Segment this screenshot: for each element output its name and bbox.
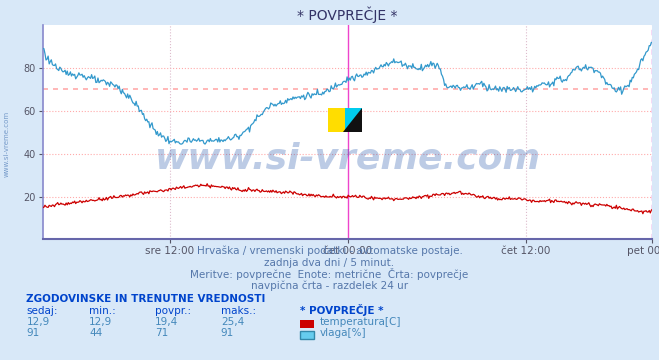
Text: povpr.:: povpr.: (155, 306, 191, 316)
Text: 12,9: 12,9 (26, 317, 49, 327)
Text: maks.:: maks.: (221, 306, 256, 316)
Text: 91: 91 (26, 328, 40, 338)
Text: www.si-vreme.com: www.si-vreme.com (3, 111, 10, 177)
Text: ZGODOVINSKE IN TRENUTNE VREDNOSTI: ZGODOVINSKE IN TRENUTNE VREDNOSTI (26, 294, 266, 304)
Text: 91: 91 (221, 328, 234, 338)
Text: sedaj:: sedaj: (26, 306, 58, 316)
Text: temperatura[C]: temperatura[C] (320, 317, 401, 327)
Text: 44: 44 (89, 328, 102, 338)
Text: 71: 71 (155, 328, 168, 338)
Text: vlaga[%]: vlaga[%] (320, 328, 366, 338)
Bar (328, 108, 345, 132)
Polygon shape (343, 108, 362, 132)
Text: * POVPREČJE *: * POVPREČJE * (300, 304, 384, 316)
Text: Meritve: povprečne  Enote: metrične  Črta: povprečje: Meritve: povprečne Enote: metrične Črta:… (190, 268, 469, 280)
Text: 25,4: 25,4 (221, 317, 244, 327)
Text: zadnja dva dni / 5 minut.: zadnja dva dni / 5 minut. (264, 258, 395, 268)
Text: navpična črta - razdelek 24 ur: navpična črta - razdelek 24 ur (251, 281, 408, 292)
Title: * POVPREČJE *: * POVPREČJE * (297, 6, 398, 23)
Text: 12,9: 12,9 (89, 317, 112, 327)
Text: Hrvaška / vremenski podatki - avtomatske postaje.: Hrvaška / vremenski podatki - avtomatske… (196, 245, 463, 256)
Text: www.si-vreme.com: www.si-vreme.com (155, 141, 540, 175)
Bar (345, 108, 362, 132)
Text: min.:: min.: (89, 306, 116, 316)
Text: 19,4: 19,4 (155, 317, 178, 327)
